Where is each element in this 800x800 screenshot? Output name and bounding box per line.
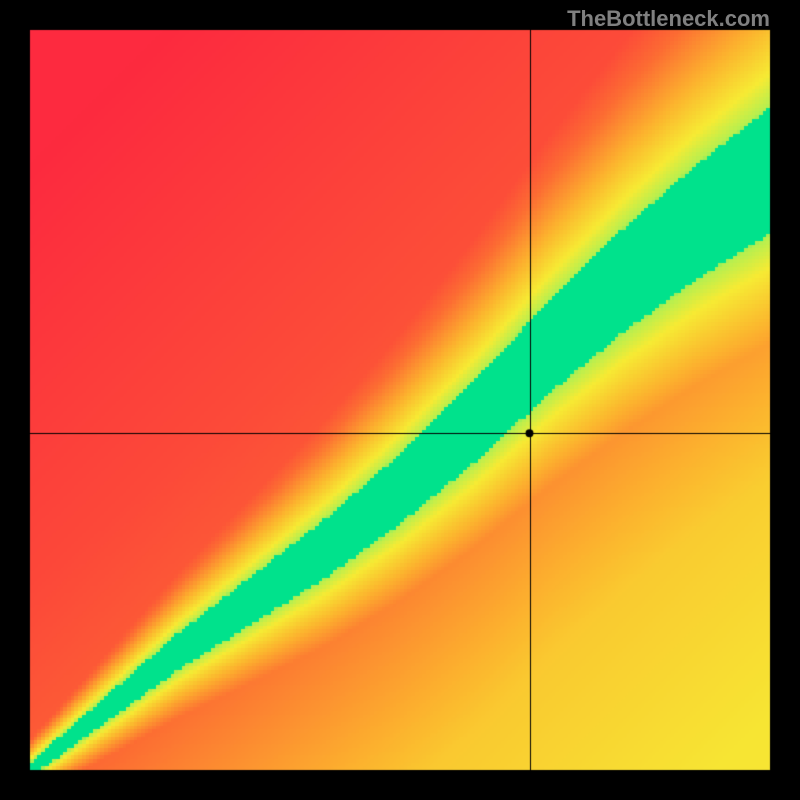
chart-container: TheBottleneck.com	[0, 0, 800, 800]
bottleneck-heatmap	[0, 0, 800, 800]
watermark-text: TheBottleneck.com	[567, 6, 770, 32]
